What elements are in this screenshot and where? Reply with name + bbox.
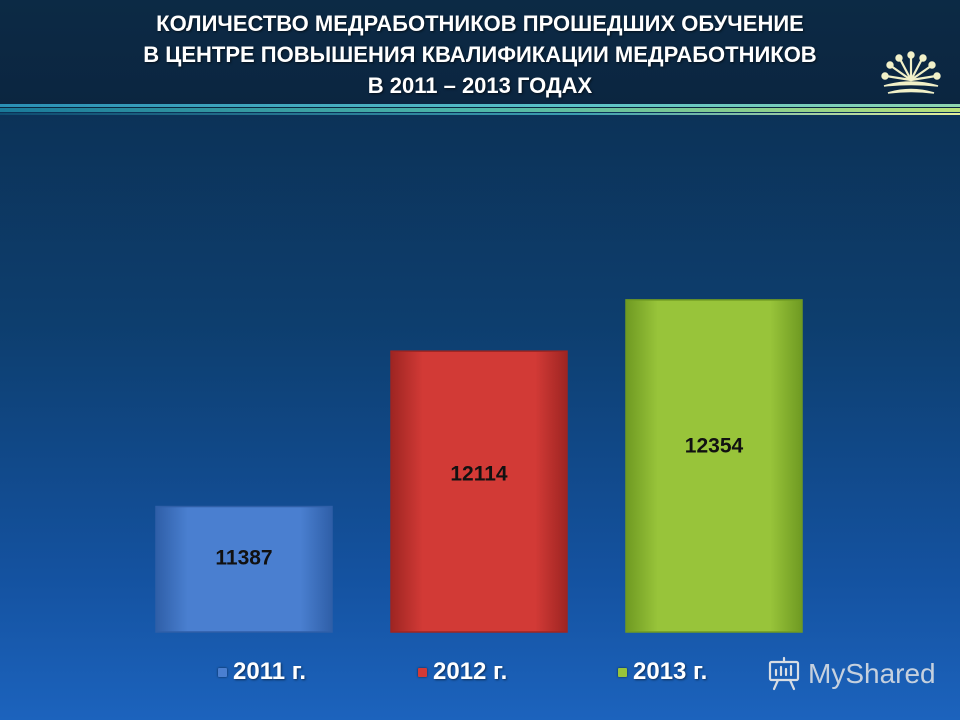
header: КОЛИЧЕСТВО МЕДРАБОТНИКОВ ПРОШЕДШИХ ОБУЧЕ… xyxy=(0,0,960,108)
title-line-2: В ЦЕНТРЕ ПОВЫШЕНИЯ КВАЛИФИКАЦИИ МЕДРАБОТ… xyxy=(143,42,817,67)
bar-value-label: 12354 xyxy=(685,435,744,458)
header-stripe xyxy=(0,104,960,107)
legend-label: 2012 г. xyxy=(433,658,508,685)
watermark: MyShared xyxy=(766,656,936,692)
legend-swatch xyxy=(418,667,427,677)
presentation-board-icon xyxy=(768,656,800,691)
bar-2011г xyxy=(155,505,333,633)
bar-2012г xyxy=(390,350,568,633)
legend-item-2013: 2013 г. xyxy=(618,658,707,686)
title-line-1: КОЛИЧЕСТВО МЕДРАБОТНИКОВ ПРОШЕДШИХ ОБУЧЕ… xyxy=(156,11,804,36)
bar-2013г xyxy=(625,299,803,633)
legend-label: 2011 г. xyxy=(233,658,306,685)
title-line-3: В 2011 – 2013 ГОДАХ xyxy=(367,73,593,98)
header-stripe xyxy=(0,108,960,112)
legend-item-2012: 2012 г. xyxy=(418,658,507,686)
bar-value-label: 12114 xyxy=(450,462,508,485)
bar-value-label: 11387 xyxy=(215,546,272,569)
legend-item-2011: 2011 г. xyxy=(218,658,306,686)
header-stripe xyxy=(0,113,960,115)
legend-label: 2013 г. xyxy=(633,658,708,685)
watermark-text: MyShared xyxy=(808,658,936,689)
kurai-flower-icon xyxy=(881,51,941,94)
chart-title: КОЛИЧЕСТВО МЕДРАБОТНИКОВ ПРОШЕДШИХ ОБУЧЕ… xyxy=(40,8,920,101)
legend-swatch xyxy=(618,667,627,677)
legend-swatch xyxy=(218,667,227,677)
